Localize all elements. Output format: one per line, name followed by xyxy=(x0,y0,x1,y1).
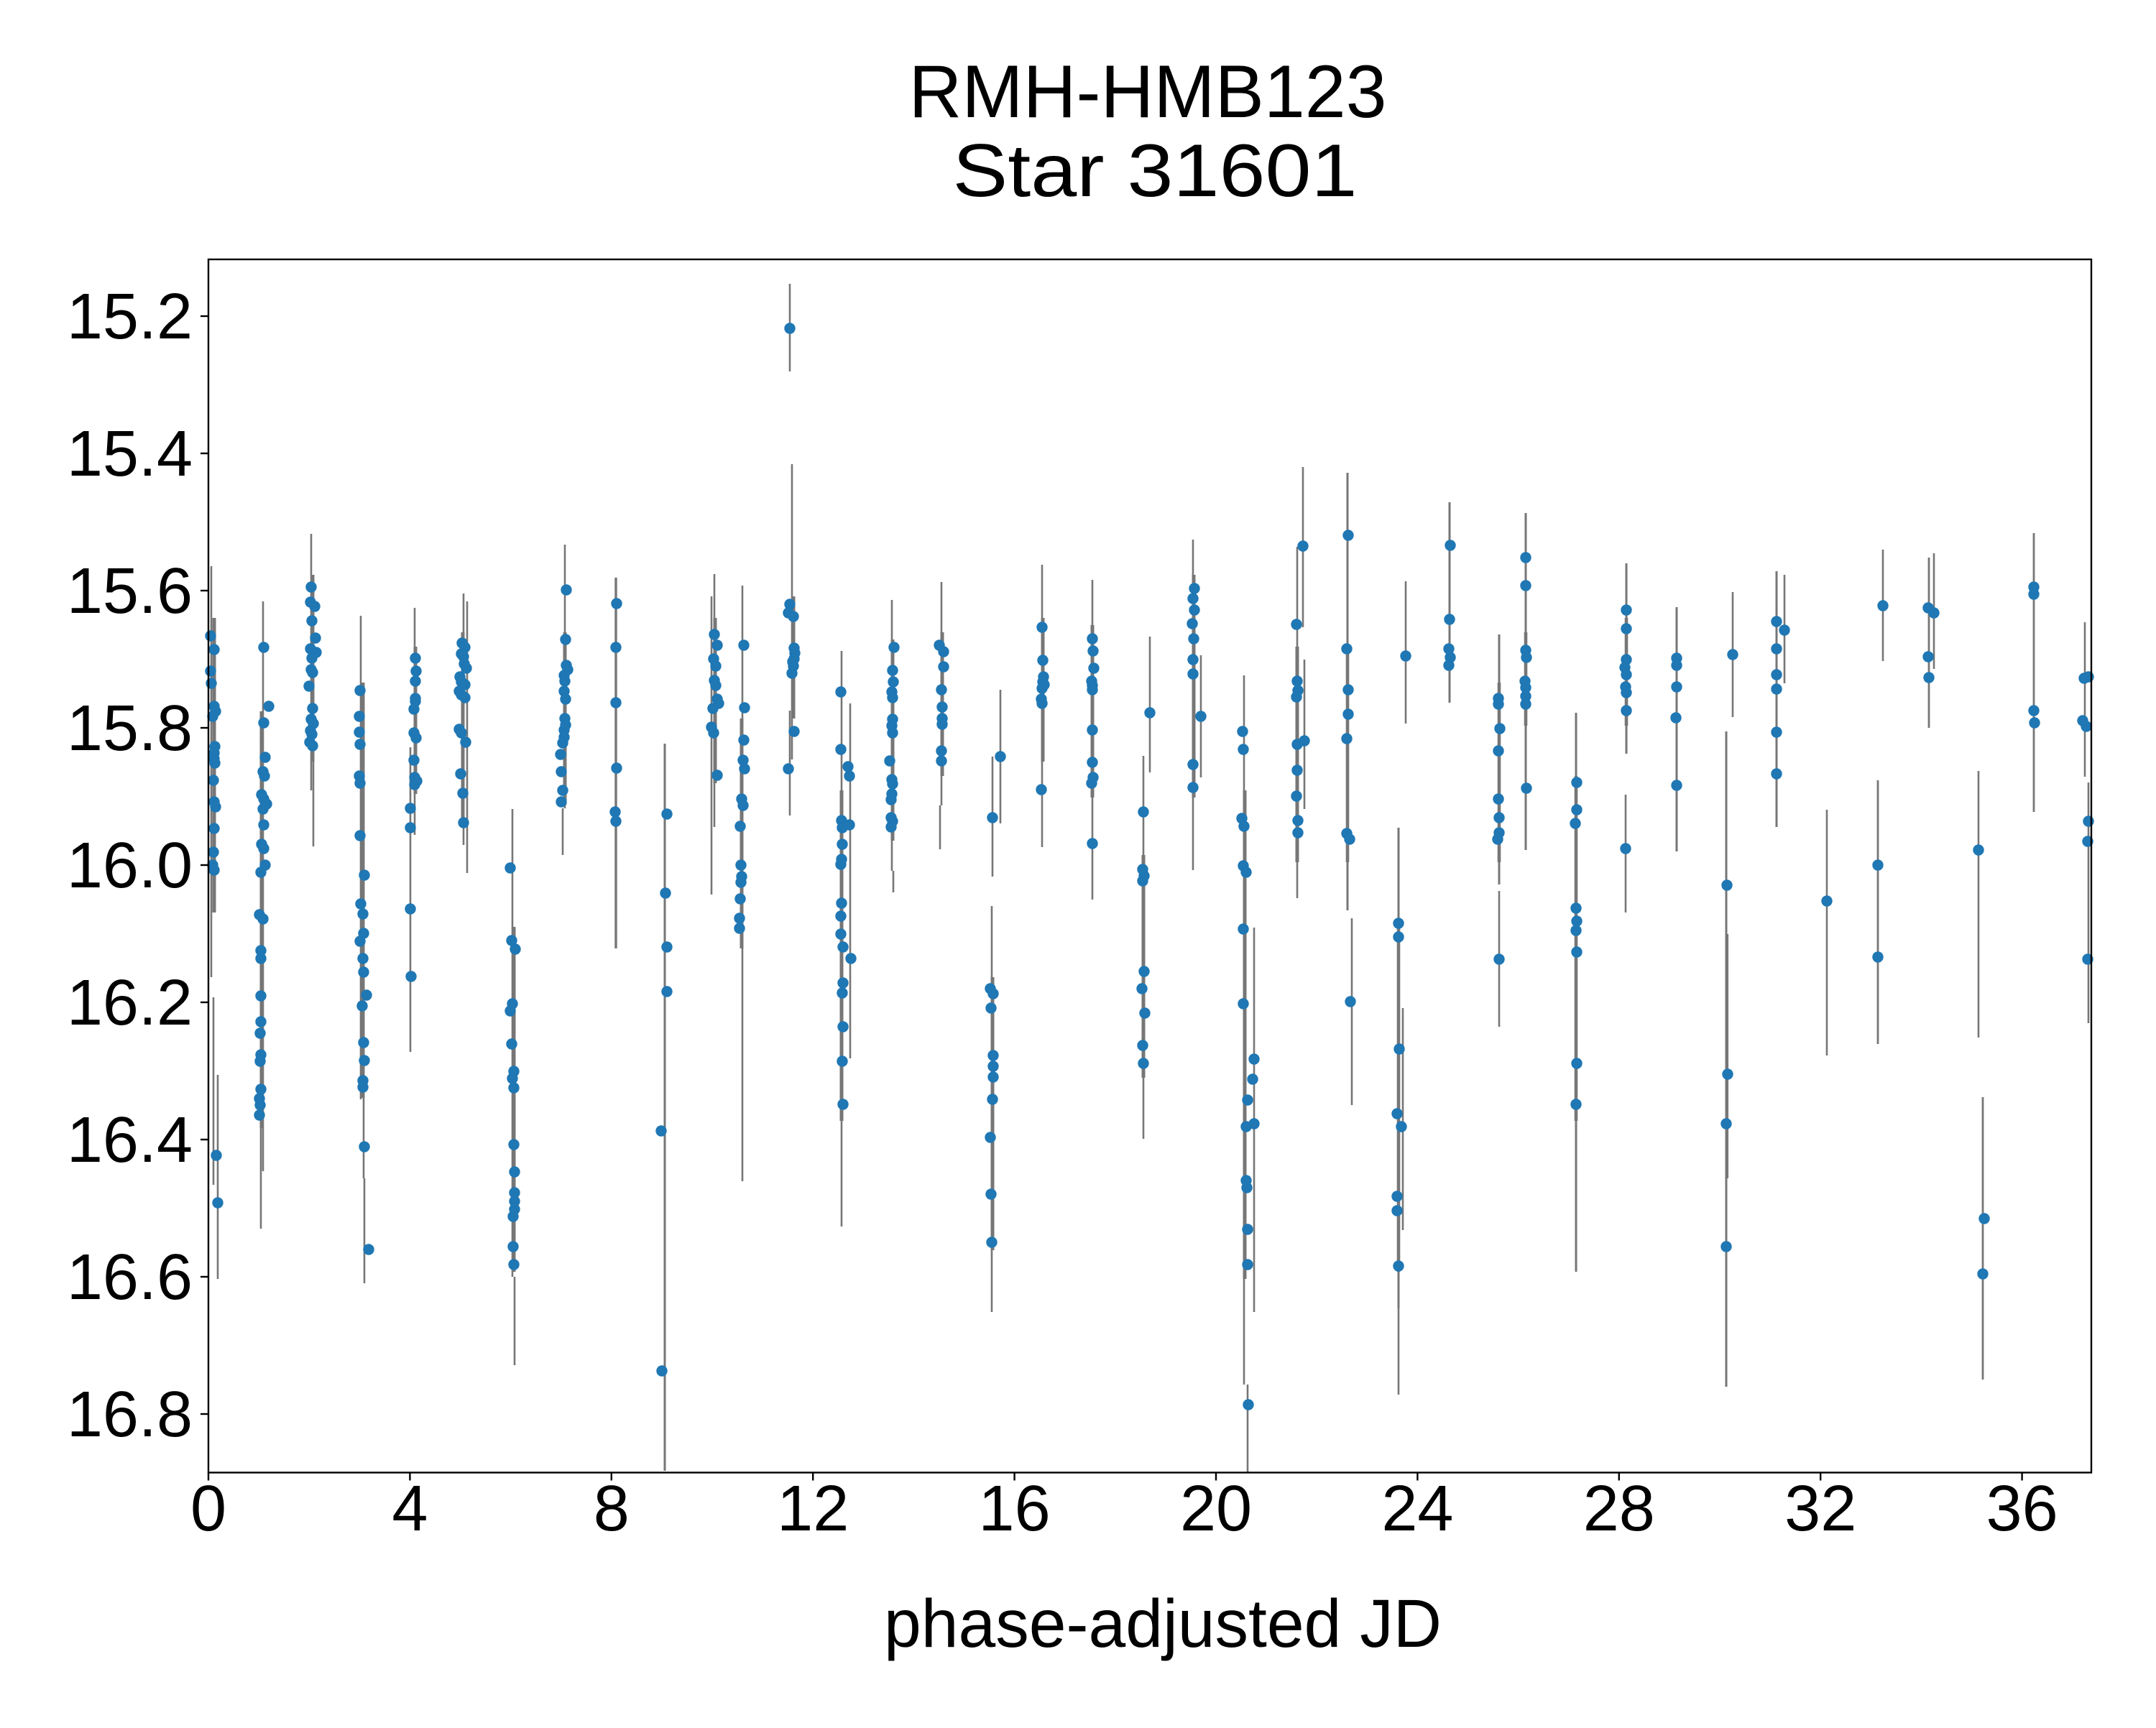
svg-text:15.6: 15.6 xyxy=(67,555,193,627)
svg-text:Star 31601: Star 31601 xyxy=(953,129,1358,212)
svg-text:15.2: 15.2 xyxy=(67,281,193,353)
svg-text:15.8: 15.8 xyxy=(67,693,193,764)
svg-text:RMH-HMB123: RMH-HMB123 xyxy=(909,50,1387,133)
svg-text:16.8: 16.8 xyxy=(67,1379,193,1451)
svg-text:15.4: 15.4 xyxy=(67,418,193,490)
svg-text:24: 24 xyxy=(1381,1473,1453,1545)
svg-text:4: 4 xyxy=(392,1473,428,1545)
svg-text:16.2: 16.2 xyxy=(67,967,193,1039)
svg-text:28: 28 xyxy=(1583,1473,1655,1545)
svg-text:phase-adjusted JD: phase-adjusted JD xyxy=(884,1586,1442,1662)
svg-text:0: 0 xyxy=(190,1473,226,1545)
svg-text:32: 32 xyxy=(1784,1473,1856,1545)
svg-text:20: 20 xyxy=(1180,1473,1252,1545)
svg-text:16.4: 16.4 xyxy=(67,1104,193,1176)
svg-text:8: 8 xyxy=(594,1473,630,1545)
svg-text:36: 36 xyxy=(1986,1473,2058,1545)
svg-text:16.0: 16.0 xyxy=(67,830,193,902)
svg-text:16.6: 16.6 xyxy=(67,1242,193,1313)
svg-text:16: 16 xyxy=(979,1473,1051,1545)
svg-text:12: 12 xyxy=(777,1473,849,1545)
